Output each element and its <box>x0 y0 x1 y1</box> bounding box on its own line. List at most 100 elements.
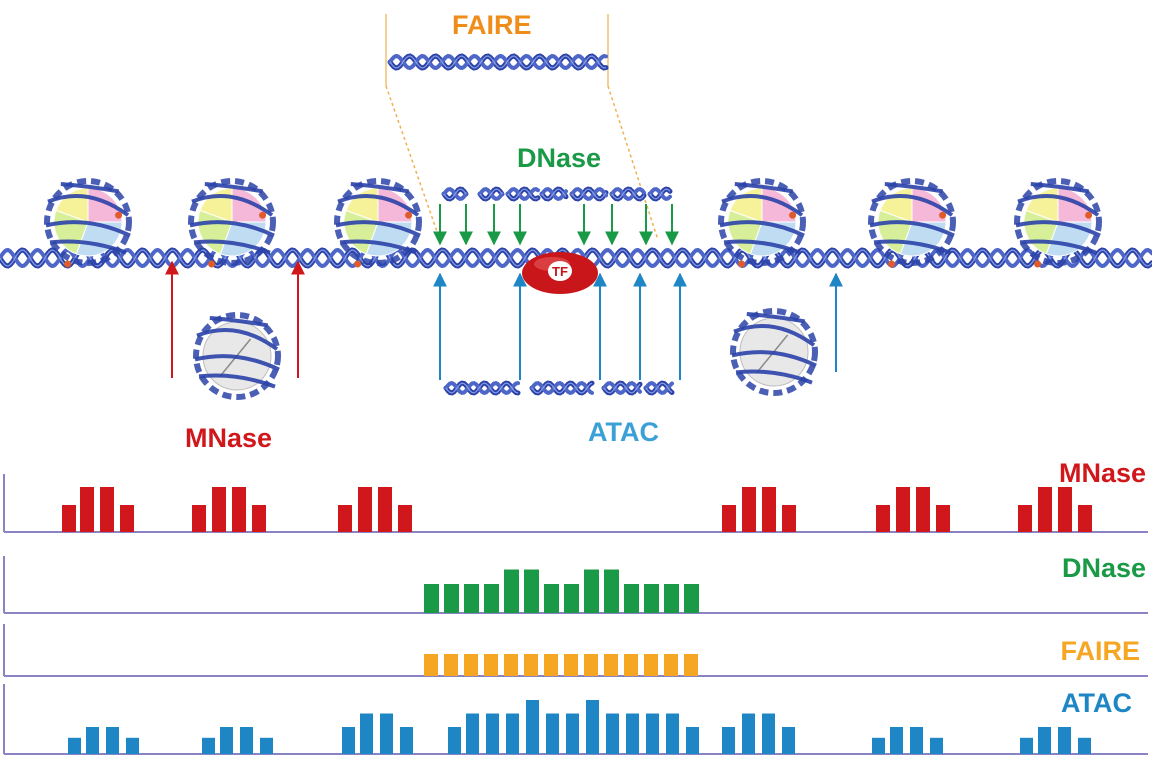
track-atac-bar-6 <box>220 727 233 754</box>
released-nucleosome-1 <box>193 312 281 400</box>
track-atac-bar-33 <box>930 737 943 754</box>
track-dnase-bar-7 <box>544 584 559 613</box>
track-atac-bar-31 <box>890 727 903 754</box>
track-label-dnase: DNase <box>1061 553 1146 583</box>
track-mnase-bar-7 <box>232 487 246 532</box>
track-dnase-bar-13 <box>664 584 679 613</box>
track-label-atac: ATAC <box>1061 688 1132 718</box>
faire-top-label: FAIRE <box>452 10 532 40</box>
track-faire-bar-11 <box>624 654 638 676</box>
track-dnase-bar-9 <box>584 569 599 613</box>
track-atac-bar-23 <box>646 713 659 754</box>
dnase-fragment-4 <box>539 186 569 202</box>
track-mnase-bar-21 <box>1018 505 1032 532</box>
track-mnase <box>3 474 1148 533</box>
track-mnase-bar-22 <box>1038 487 1052 532</box>
dnase-cut-arrows <box>433 204 679 246</box>
track-atac-bar-8 <box>260 737 273 754</box>
track-atac-bar-11 <box>380 713 393 754</box>
track-atac-bar-14 <box>466 713 479 754</box>
atac-fragment-3 <box>601 380 643 396</box>
track-faire-bar-9 <box>584 654 598 676</box>
track-atac-bar-5 <box>202 737 215 754</box>
track-dnase-bar-2 <box>444 584 459 613</box>
dnase-fragment-2 <box>477 186 505 202</box>
track-dnase-bar-11 <box>624 584 639 613</box>
track-faire-bar-12 <box>644 654 658 676</box>
track-mnase-bar-15 <box>762 487 776 532</box>
nucleosome-4 <box>718 178 806 268</box>
track-atac-bar-32 <box>910 727 923 754</box>
track-mnase-bar-13 <box>722 505 736 532</box>
track-dnase-bar-1 <box>424 584 439 613</box>
track-mnase-bar-1 <box>62 505 76 532</box>
mnase-cut-arrows <box>165 260 305 378</box>
track-atac-bar-20 <box>586 700 599 754</box>
track-mnase-bar-3 <box>100 487 114 532</box>
dnase-fragment-6 <box>609 186 647 202</box>
track-dnase-bar-3 <box>464 584 479 613</box>
track-atac <box>3 684 1148 755</box>
track-mnase-bar-9 <box>338 505 352 532</box>
track-atac-bar-16 <box>506 713 519 754</box>
track-mnase-bar-17 <box>876 505 890 532</box>
track-mnase-bar-14 <box>742 487 756 532</box>
track-dnase-bar-6 <box>524 569 539 613</box>
track-dnase-bar-12 <box>644 584 659 613</box>
track-atac-bar-18 <box>546 713 559 754</box>
track-dnase-bar-14 <box>684 584 699 613</box>
track-faire-bar-2 <box>444 654 458 676</box>
mnase-bottom-label: MNase <box>185 423 273 453</box>
track-mnase-bar-10 <box>358 487 372 532</box>
track-atac-bar-1 <box>68 737 81 754</box>
track-dnase-bar-5 <box>504 569 519 613</box>
nucleosome-1 <box>44 178 132 268</box>
track-atac-bar-24 <box>666 713 679 754</box>
track-mnase-bar-20 <box>936 505 950 532</box>
atac-fragment-2 <box>529 380 595 396</box>
track-mnase-bar-2 <box>80 487 94 532</box>
nucleosome-2 <box>188 178 276 268</box>
track-faire-bar-8 <box>564 654 578 676</box>
tf-label: TF <box>552 264 568 279</box>
track-atac-bar-25 <box>686 727 699 754</box>
track-atac-bar-2 <box>86 727 99 754</box>
track-faire-bar-5 <box>504 654 518 676</box>
track-mnase-bar-24 <box>1078 505 1092 532</box>
track-mnase-bar-5 <box>192 505 206 532</box>
track-atac-bar-28 <box>762 713 775 754</box>
track-atac-bar-37 <box>1078 737 1091 754</box>
nucleosome-6 <box>1014 178 1102 268</box>
track-dnase-bar-10 <box>604 569 619 613</box>
track-label-faire: FAIRE <box>1060 636 1140 666</box>
track-atac-bar-3 <box>106 727 119 754</box>
track-atac-bar-13 <box>448 727 461 754</box>
track-faire <box>3 624 1148 677</box>
track-atac-bar-27 <box>742 713 755 754</box>
track-faire-bar-13 <box>664 654 678 676</box>
track-atac-bar-22 <box>626 713 639 754</box>
nucleosome-row <box>44 178 1102 268</box>
track-faire-bar-4 <box>484 654 498 676</box>
track-faire-bar-14 <box>684 654 698 676</box>
dnase-dna-fragments <box>441 186 673 202</box>
track-atac-bar-36 <box>1058 727 1071 754</box>
track-dnase-bar-4 <box>484 584 499 613</box>
signal-tracks <box>3 474 1148 755</box>
nucleosome-5 <box>868 178 956 268</box>
atac-fragment-1 <box>443 380 521 396</box>
released-nucleosomes <box>193 308 818 400</box>
track-atac-bar-34 <box>1020 737 1033 754</box>
track-atac-bar-19 <box>566 713 579 754</box>
atac-bottom-label: ATAC <box>588 417 659 447</box>
faire-dna-fragment <box>387 53 609 71</box>
track-mnase-bar-23 <box>1058 487 1072 532</box>
track-atac-bar-35 <box>1038 727 1051 754</box>
track-faire-bar-1 <box>424 654 438 676</box>
track-faire-bar-6 <box>524 654 538 676</box>
track-mnase-bar-6 <box>212 487 226 532</box>
transcription-factor: TF <box>522 252 598 294</box>
dnase-fragment-7 <box>647 186 673 202</box>
